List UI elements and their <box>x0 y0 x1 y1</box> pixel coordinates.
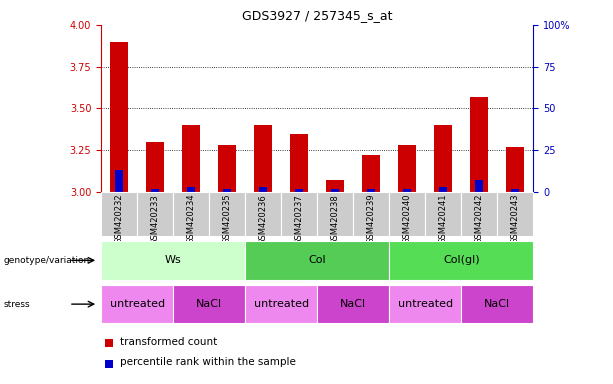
Bar <box>389 285 461 323</box>
Text: GSM420240: GSM420240 <box>403 194 412 244</box>
Bar <box>187 187 195 192</box>
Bar <box>245 241 389 280</box>
Bar <box>331 189 339 192</box>
Bar <box>209 192 245 236</box>
Bar <box>223 189 231 192</box>
Text: GSM420234: GSM420234 <box>187 194 196 244</box>
Bar <box>475 180 483 192</box>
Bar <box>398 145 416 192</box>
Bar <box>497 192 533 236</box>
Bar <box>440 187 447 192</box>
Text: GSM420242: GSM420242 <box>475 194 484 244</box>
Bar <box>182 125 200 192</box>
Bar <box>218 145 236 192</box>
Text: NaCl: NaCl <box>340 299 367 309</box>
Bar <box>245 192 281 236</box>
Text: Ws: Ws <box>165 255 181 265</box>
Text: GSM420241: GSM420241 <box>439 194 447 244</box>
Text: GSM420243: GSM420243 <box>511 194 520 244</box>
Bar <box>173 285 245 323</box>
Bar <box>105 360 113 368</box>
Bar <box>367 189 375 192</box>
Bar <box>511 189 519 192</box>
Bar <box>434 125 452 192</box>
Bar <box>101 192 137 236</box>
Text: GSM420233: GSM420233 <box>151 194 159 245</box>
Bar <box>281 192 318 236</box>
Text: GSM420239: GSM420239 <box>367 194 376 244</box>
Bar <box>290 134 308 192</box>
Bar <box>254 125 272 192</box>
Text: untreated: untreated <box>254 299 309 309</box>
Bar <box>389 241 533 280</box>
Text: Col(gl): Col(gl) <box>443 255 479 265</box>
Bar <box>389 192 425 236</box>
Bar <box>461 192 497 236</box>
Text: stress: stress <box>3 300 29 309</box>
Text: untreated: untreated <box>110 299 165 309</box>
Text: Col: Col <box>308 255 326 265</box>
Bar <box>146 142 164 192</box>
Bar <box>110 42 128 192</box>
Bar <box>353 192 389 236</box>
Bar <box>318 192 353 236</box>
Text: percentile rank within the sample: percentile rank within the sample <box>120 357 295 367</box>
Title: GDS3927 / 257345_s_at: GDS3927 / 257345_s_at <box>242 9 392 22</box>
Text: genotype/variation: genotype/variation <box>3 256 89 265</box>
Bar <box>259 187 267 192</box>
Text: GSM420236: GSM420236 <box>259 194 268 245</box>
Text: NaCl: NaCl <box>196 299 223 309</box>
Text: GSM420235: GSM420235 <box>223 194 232 244</box>
Bar <box>362 155 380 192</box>
Text: GSM420237: GSM420237 <box>295 194 303 245</box>
Bar <box>403 189 411 192</box>
Bar <box>425 192 461 236</box>
Bar <box>173 192 209 236</box>
Text: untreated: untreated <box>398 299 453 309</box>
Bar <box>105 339 113 347</box>
Bar <box>151 189 159 192</box>
Bar <box>115 170 123 192</box>
Text: GSM420232: GSM420232 <box>115 194 124 244</box>
Bar <box>295 189 303 192</box>
Text: NaCl: NaCl <box>484 299 511 309</box>
Bar <box>506 147 524 192</box>
Bar <box>137 192 173 236</box>
Bar <box>318 285 389 323</box>
Bar <box>101 241 245 280</box>
Bar <box>326 180 345 192</box>
Bar <box>245 285 318 323</box>
Bar <box>470 97 489 192</box>
Text: GSM420238: GSM420238 <box>331 194 340 245</box>
Bar <box>461 285 533 323</box>
Bar <box>101 285 173 323</box>
Text: transformed count: transformed count <box>120 336 217 346</box>
